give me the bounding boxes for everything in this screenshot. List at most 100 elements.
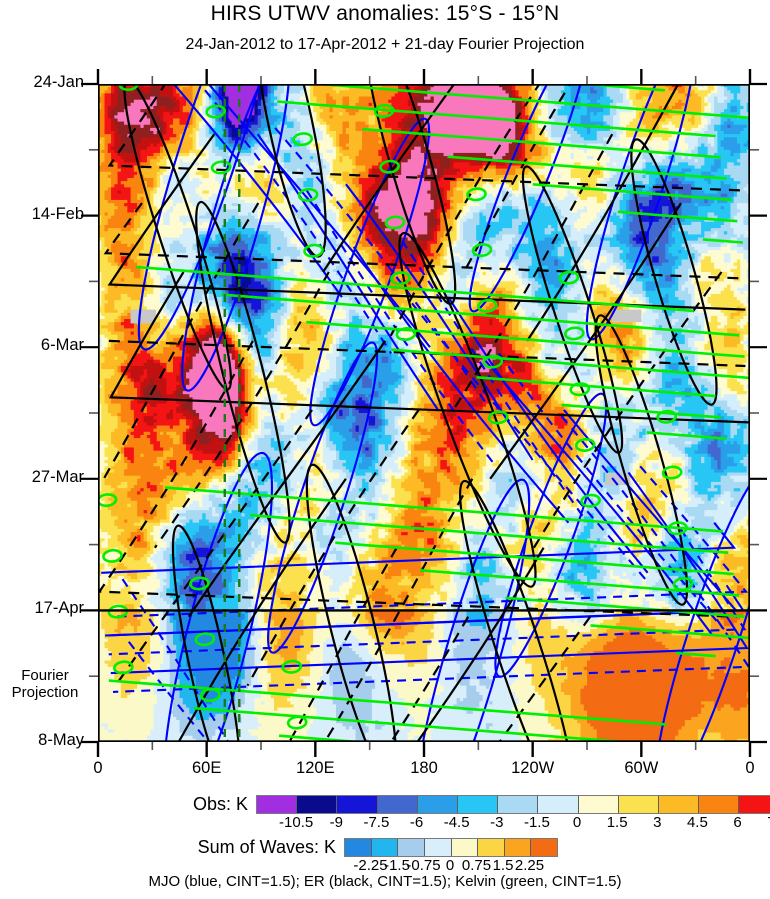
- colorbar-swatch-8: [578, 796, 619, 813]
- er-cell: [305, 463, 398, 742]
- kelvin-cell: [667, 521, 688, 536]
- mjo-contour: [114, 465, 749, 618]
- kelvin-cell: [395, 327, 417, 342]
- fourier-line-1: Fourier: [21, 666, 69, 684]
- er-contour: [416, 547, 545, 742]
- kelvin-contours: [98, 84, 750, 742]
- page-subtitle: 24-Jan-2012 to 17-Apr-2012 + 21-day Four…: [185, 36, 585, 53]
- kelvin-cell: [292, 132, 313, 147]
- kelvin-contour: [135, 265, 695, 313]
- mjo-cell: [309, 117, 431, 427]
- er-cell: [594, 314, 689, 606]
- mjo-contour: [345, 183, 534, 461]
- er-contour: [323, 478, 474, 742]
- colorbar-tick-label: 0.75: [461, 857, 492, 874]
- colorbar-tick-label: 7.5: [767, 814, 770, 831]
- colorbar-swatch-0: [257, 796, 298, 813]
- kelvin-cell: [199, 688, 221, 702]
- kelvin-contour: [362, 127, 722, 159]
- colorbar-swatch-12: [739, 796, 770, 813]
- kelvin-cell: [574, 437, 596, 452]
- colorbar-swatch-2: [398, 839, 425, 856]
- overlay-legend-footnote: MJO (blue, CINT=1.5); ER (black, CINT=1.…: [148, 873, 622, 890]
- er-contour: [288, 547, 398, 742]
- colorbar-swatch-6: [498, 796, 539, 813]
- kelvin-contour: [306, 320, 745, 358]
- kelvin-cell: [297, 187, 319, 202]
- fourier-line-2: Projection: [11, 684, 79, 702]
- er-contour: [154, 271, 330, 549]
- plot-frame: [98, 84, 750, 742]
- er-contour: [463, 84, 572, 273]
- kelvin-contour: [646, 431, 727, 440]
- kelvin-contour: [420, 569, 740, 597]
- colorbar-swatch-0: [345, 839, 372, 856]
- colorbar-swatch-2: [337, 796, 378, 813]
- colorbar-tick-label: -9: [329, 814, 343, 831]
- colorbar-swatch-7: [538, 796, 579, 813]
- mjo-contour: [447, 296, 649, 574]
- kelvin-contour: [561, 403, 722, 419]
- mjo-contour: [256, 133, 439, 411]
- er-contour: [98, 340, 735, 618]
- colorbar-tick-label: -1.5: [523, 814, 550, 831]
- er-contour: [107, 84, 744, 192]
- mjo-contour: [110, 471, 749, 675]
- mjo-cell: [162, 451, 273, 742]
- colorbar-title: Obs: K: [192, 794, 248, 814]
- colorbar-swatch-3: [377, 796, 418, 813]
- er-contour: [102, 202, 260, 480]
- colorbar-swatch-3: [424, 839, 452, 856]
- kelvin-cell: [580, 493, 601, 508]
- mjo-contour: [411, 302, 647, 580]
- colorbar-swatch-4: [417, 796, 458, 813]
- colorbar-tick-label: -3: [490, 814, 504, 831]
- hovmoller-plot: [98, 84, 750, 742]
- mjo-contour: [274, 127, 488, 405]
- mjo-cell: [412, 478, 531, 742]
- x-tick-label-0: 0: [745, 759, 755, 777]
- x-tick-label-180: 180: [410, 759, 438, 777]
- colorbar-tick-label: 0: [445, 857, 455, 874]
- colorbar-tick-label: -6: [409, 814, 424, 831]
- colorbar-tick-label: 6: [733, 814, 742, 831]
- colorbar-tick-label: -7.5: [363, 814, 390, 831]
- kelvin-contour: [702, 238, 743, 244]
- y-tick-label-17-apr: 17-Apr: [34, 599, 84, 618]
- kelvin-cell: [384, 215, 406, 230]
- kelvin-contour: [249, 513, 729, 554]
- colorbar-swatch-5: [457, 796, 499, 813]
- kelvin-cell: [303, 243, 324, 258]
- kelvin-cell: [113, 660, 134, 675]
- kelvin-contour: [335, 541, 734, 576]
- kelvin-cell: [672, 577, 694, 592]
- er-contour: [452, 133, 614, 411]
- colorbar-tick-label: -10.5: [279, 814, 314, 831]
- anomaly-field: [98, 84, 750, 742]
- colorbar-tick-label: 4.5: [686, 814, 708, 831]
- colorbar-swatch-11: [699, 796, 740, 813]
- x-tick-label-120w: 120W: [511, 759, 555, 777]
- kelvin-cell: [569, 382, 591, 397]
- fourier-projection-label: Fourier Projection: [2, 667, 88, 702]
- colorbar-strip: [256, 795, 770, 814]
- kelvin-cell: [194, 632, 216, 647]
- kelvin-cell: [102, 548, 123, 563]
- mjo-contour: [104, 409, 739, 637]
- er-contour: [107, 133, 746, 311]
- er-contour: [108, 271, 750, 424]
- kelvin-contour: [476, 376, 716, 398]
- kelvin-cell: [482, 354, 504, 369]
- x-tick-label-120e: 120E: [296, 759, 335, 777]
- kelvin-cell: [379, 159, 400, 174]
- kelvin-contour: [675, 651, 716, 658]
- mjo-contour: [498, 352, 725, 630]
- missing-data-patch: [130, 309, 156, 324]
- colorbar-tick-label: 3: [653, 814, 662, 831]
- y-tick-label-24-jan: 24-Jan: [33, 73, 84, 91]
- kelvin-contour: [193, 706, 642, 742]
- kelvin-contour: [277, 100, 716, 138]
- er-contour: [103, 202, 740, 280]
- kelvin-cell: [281, 659, 303, 674]
- y-tick-label-8-may: 8-May: [38, 731, 84, 749]
